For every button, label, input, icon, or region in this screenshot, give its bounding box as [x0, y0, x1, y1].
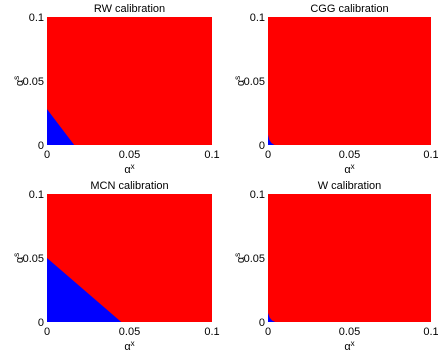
background-region — [268, 194, 431, 322]
x-axis-label: αx — [124, 339, 134, 354]
x-tick-label: 0 — [265, 149, 271, 161]
y-axis-label-base: α — [14, 79, 26, 86]
x-axis-label-base: α — [124, 341, 131, 353]
x-tick-label: 0 — [44, 326, 50, 338]
x-axis-label-sup: x — [131, 339, 135, 348]
y-tick-label: 0 — [38, 317, 44, 329]
x-tick-label: 0.1 — [423, 326, 438, 338]
y-tick-label: 0 — [38, 140, 44, 152]
y-axis-label-sup: s — [12, 76, 21, 80]
x-tick-label: 0.05 — [119, 326, 140, 338]
x-tick-label: 0.1 — [423, 149, 438, 161]
y-tick-label: 0.05 — [244, 253, 265, 265]
x-axis-label: αx — [344, 339, 354, 354]
y-axis-label: αs — [12, 253, 27, 263]
background-region — [268, 17, 431, 145]
x-tick-label: 0.05 — [339, 326, 360, 338]
x-tick-label: 0 — [44, 149, 50, 161]
x-tick-label: 0.05 — [119, 149, 140, 161]
x-tick-label: 0.05 — [339, 149, 360, 161]
x-tick-label: 0 — [265, 326, 271, 338]
blue-region — [268, 134, 275, 145]
y-axis-label-sup: s — [233, 253, 242, 257]
y-tick-label: 0.05 — [23, 253, 44, 265]
chart-title: CGG calibration — [310, 3, 388, 15]
x-axis-label: αx — [344, 162, 354, 177]
y-axis-label: αs — [233, 76, 248, 86]
y-axis-label: αs — [12, 76, 27, 86]
blue-region — [47, 258, 122, 322]
x-axis-label-base: α — [344, 341, 351, 353]
x-axis-label-sup: x — [351, 339, 355, 348]
y-axis-label-base: α — [235, 79, 247, 86]
y-tick-label: 0.1 — [29, 12, 44, 24]
x-axis-label-sup: x — [131, 162, 135, 171]
blue-region — [47, 109, 75, 145]
y-tick-label: 0 — [259, 140, 265, 152]
y-tick-label: 0.1 — [250, 189, 265, 201]
blue-region — [268, 313, 276, 322]
y-tick-label: 0.05 — [23, 76, 44, 88]
y-tick-label: 0.1 — [250, 12, 265, 24]
y-tick-label: 0 — [259, 317, 265, 329]
x-axis-label: αx — [124, 162, 134, 177]
y-axis-label: αs — [233, 253, 248, 263]
chart-title: RW calibration — [94, 3, 165, 15]
chart-title: MCN calibration — [90, 180, 168, 192]
chart-title: W calibration — [318, 180, 382, 192]
y-axis-label-base: α — [235, 256, 247, 263]
x-axis-label-base: α — [344, 164, 351, 176]
x-axis-label-base: α — [124, 164, 131, 176]
y-tick-label: 0.1 — [29, 189, 44, 201]
y-axis-label-base: α — [14, 256, 26, 263]
x-tick-label: 0.1 — [204, 326, 219, 338]
y-tick-label: 0.05 — [244, 76, 265, 88]
y-axis-label-sup: s — [233, 76, 242, 80]
x-axis-label-sup: x — [351, 162, 355, 171]
background-region — [47, 17, 212, 145]
x-tick-label: 0.1 — [204, 149, 219, 161]
y-axis-label-sup: s — [12, 253, 21, 257]
